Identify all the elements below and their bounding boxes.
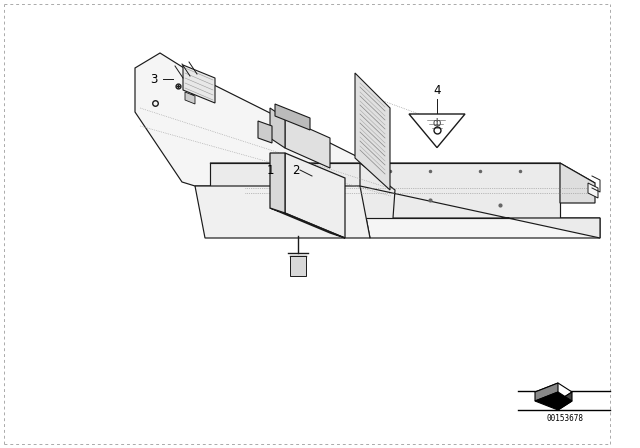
Polygon shape xyxy=(210,163,595,183)
Polygon shape xyxy=(258,121,272,143)
Polygon shape xyxy=(270,108,285,148)
Polygon shape xyxy=(195,186,370,238)
Text: ф: ф xyxy=(433,118,441,128)
Polygon shape xyxy=(290,256,306,276)
Text: 3: 3 xyxy=(150,73,158,86)
Text: 2: 2 xyxy=(292,164,300,177)
Polygon shape xyxy=(135,53,600,238)
Polygon shape xyxy=(210,163,560,218)
Polygon shape xyxy=(275,104,310,130)
Polygon shape xyxy=(185,92,195,104)
Polygon shape xyxy=(183,65,215,103)
Polygon shape xyxy=(535,383,572,401)
Polygon shape xyxy=(560,163,595,203)
Text: 4: 4 xyxy=(433,83,441,96)
Polygon shape xyxy=(270,153,285,213)
Polygon shape xyxy=(285,153,345,238)
Text: 1: 1 xyxy=(266,164,274,177)
Polygon shape xyxy=(558,392,572,410)
Text: 00153678: 00153678 xyxy=(547,414,584,422)
Polygon shape xyxy=(588,183,598,198)
Polygon shape xyxy=(360,163,600,238)
Polygon shape xyxy=(285,118,330,168)
Polygon shape xyxy=(270,208,345,238)
Polygon shape xyxy=(535,392,572,410)
Polygon shape xyxy=(409,114,465,147)
Polygon shape xyxy=(355,73,390,190)
Polygon shape xyxy=(535,383,558,401)
